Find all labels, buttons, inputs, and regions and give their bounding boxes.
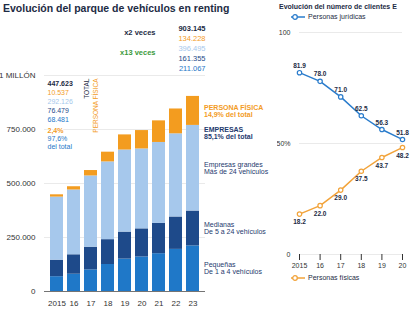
svg-text:396.495: 396.495 <box>178 44 205 53</box>
svg-text:Empresas grandesMás de 24 vehí: Empresas grandesMás de 24 vehículos <box>204 161 269 175</box>
svg-text:PERSONA FÍSICA: PERSONA FÍSICA <box>91 78 99 133</box>
svg-text:19: 19 <box>378 262 386 269</box>
svg-text:134.228: 134.228 <box>178 34 205 43</box>
svg-text:10.537: 10.537 <box>48 89 70 96</box>
svg-text:20: 20 <box>399 262 407 269</box>
svg-text:EMPRESAS85,1% del total: EMPRESAS85,1% del total <box>204 126 253 141</box>
svg-text:51.8: 51.8 <box>396 129 409 136</box>
svg-text:211.067: 211.067 <box>179 64 206 73</box>
svg-text:18: 18 <box>357 262 365 269</box>
svg-text:0: 0 <box>287 251 291 258</box>
html-text:Evolución del número de client: Evolución del número de clientes E <box>279 3 397 10</box>
svg-text:x13 veces: x13 veces <box>120 48 155 57</box>
svg-text:43.7: 43.7 <box>376 162 389 169</box>
svg-text:21: 21 <box>155 299 164 308</box>
svg-text:68.481: 68.481 <box>48 116 70 123</box>
html-text:Evolución del parque de vehícu: Evolución del parque de vehículos en ren… <box>3 2 230 14</box>
svg-text:2015: 2015 <box>292 262 308 269</box>
html-text:Personas jurídicas: Personas jurídicas <box>308 13 366 20</box>
svg-text:161.355: 161.355 <box>178 54 205 63</box>
svg-text:78.0: 78.0 <box>314 70 327 77</box>
svg-text:100: 100 <box>279 29 291 36</box>
svg-text:250.000: 250.000 <box>7 233 36 242</box>
svg-text:16: 16 <box>316 262 324 269</box>
svg-text:18: 18 <box>104 299 113 308</box>
svg-text:16: 16 <box>70 299 79 308</box>
svg-text:2,4%: 2,4% <box>48 127 65 135</box>
svg-text:22.0: 22.0 <box>314 210 327 217</box>
svg-text:29.0: 29.0 <box>334 194 347 201</box>
svg-text:22: 22 <box>172 299 181 308</box>
svg-text:0: 0 <box>31 287 36 296</box>
svg-text:903.145: 903.145 <box>178 24 205 33</box>
svg-text:500.000: 500.000 <box>7 179 36 188</box>
svg-text:56.3: 56.3 <box>376 119 389 126</box>
svg-text:TOTAL: TOTAL <box>83 78 90 99</box>
svg-text:20: 20 <box>138 299 147 308</box>
svg-text:447.623: 447.623 <box>48 80 73 87</box>
svg-text:del total: del total <box>48 143 73 150</box>
svg-text:2015: 2015 <box>48 299 66 308</box>
html-text:Personas físicas: Personas físicas <box>308 274 360 281</box>
svg-text:18.2: 18.2 <box>293 218 306 225</box>
svg-text:48.2: 48.2 <box>396 152 409 159</box>
svg-text:37.5: 37.5 <box>355 175 368 182</box>
svg-text:MedianasDe 5 a 24 vehículos: MedianasDe 5 a 24 vehículos <box>204 221 266 235</box>
svg-text:50%: 50% <box>277 140 291 147</box>
svg-text:81.9: 81.9 <box>293 62 306 69</box>
svg-text:PequeñasDe 1 a 4 vehículos: PequeñasDe 1 a 4 vehículos <box>204 261 262 275</box>
svg-text:71.0: 71.0 <box>334 86 347 93</box>
svg-text:x2 veces: x2 veces <box>124 28 155 37</box>
svg-text:1 MILLÓN: 1 MILLÓN <box>0 71 36 80</box>
svg-text:PERSONA FÍSICA14,9% del total: PERSONA FÍSICA14,9% del total <box>204 103 263 119</box>
svg-text:292.126: 292.126 <box>48 98 73 105</box>
svg-text:97,6%: 97,6% <box>48 135 68 142</box>
svg-text:17: 17 <box>337 262 345 269</box>
svg-text:62.5: 62.5 <box>355 105 368 112</box>
svg-text:19: 19 <box>121 299 130 308</box>
svg-text:750.000: 750.000 <box>7 125 36 134</box>
svg-text:17: 17 <box>87 299 96 308</box>
svg-text:76.479: 76.479 <box>48 107 70 114</box>
svg-text:23: 23 <box>189 299 198 308</box>
